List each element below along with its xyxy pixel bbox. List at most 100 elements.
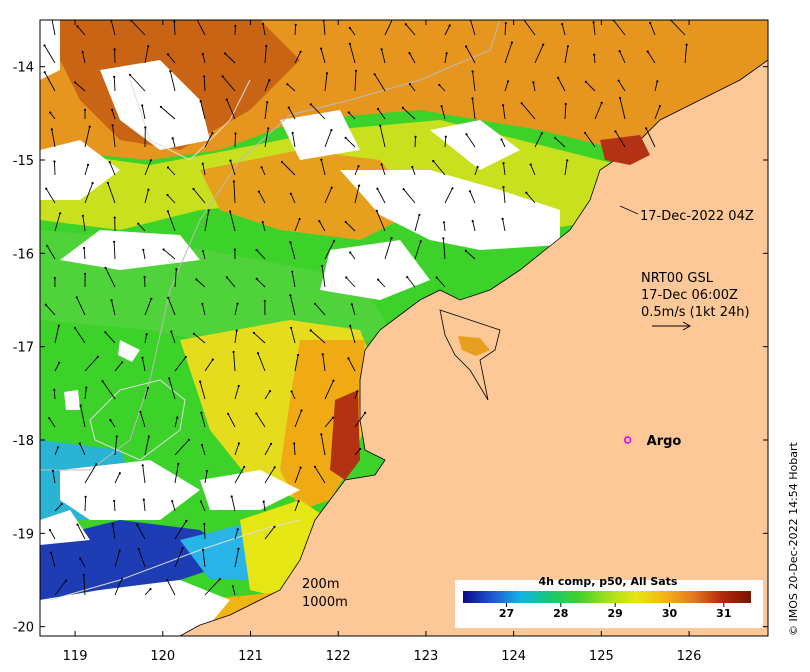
current-vector [102,380,116,400]
current-vector-head [561,23,564,26]
current-vector-head [471,70,474,73]
current-vector [82,215,86,232]
current-vector [444,53,448,64]
current-vector-head [510,41,513,44]
current-vector [323,20,326,36]
current-vector [54,580,67,596]
current-vector-head [230,495,233,498]
current-vector-head [476,165,479,169]
current-vector [403,188,416,204]
current-vector-head [268,79,271,82]
current-vector [289,242,296,260]
current-vector [174,269,177,288]
current-vector [52,470,56,484]
current-vector [534,133,543,148]
current-vector [354,70,357,92]
current-vector [49,529,56,540]
current-vector-head [111,108,114,111]
current-vector-head [502,186,505,189]
current-vector-head [584,80,587,83]
current-vector [472,220,476,232]
current-vector [112,523,116,540]
current-vector-head [286,83,289,86]
current-vector [349,325,356,344]
current-vector [112,125,116,148]
argo-label: Argo [647,434,682,449]
current-vector [142,249,146,260]
current-vector-head [232,180,235,183]
current-vector-head [44,303,47,306]
colorbar-tick-label: 31 [716,607,731,620]
current-vector-head [593,53,596,56]
current-vector-head [471,220,474,223]
current-vector-head [243,465,246,468]
sst-warm-peninsula [458,336,490,356]
current-vector [84,356,99,372]
current-vector-head [451,187,454,190]
current-vector-head [287,106,290,109]
current-vector-head [211,132,214,135]
current-vector [324,240,335,260]
current-vector [114,473,121,484]
current-vector-head [521,16,523,18]
current-vector [354,412,366,428]
current-vector [354,448,361,456]
current-vector-head [261,22,265,25]
current-vector-head [646,50,649,53]
current-vector [53,389,56,400]
current-vector-head [142,498,145,501]
current-vector-head [233,248,236,251]
current-vector-head [149,588,152,591]
current-vector [193,188,206,204]
current-vector-head [320,433,323,436]
current-vector-head [320,158,323,161]
current-vector [51,20,56,36]
current-vector [141,105,146,120]
current-vector-head [411,165,414,169]
current-vector [349,27,356,36]
current-vector [204,210,210,232]
current-vector-head [181,547,184,550]
current-vector [264,102,268,120]
current-vector-head [584,131,587,135]
current-vector-head [225,276,228,279]
current-vector-head [554,136,557,139]
current-vector-head [236,528,239,531]
current-vector [84,164,89,176]
current-vector-head [229,159,232,162]
current-vector-head [347,111,350,114]
current-vector [324,187,333,204]
current-vector-head [159,105,162,108]
current-vector-head [95,463,98,466]
current-vector-head [375,209,378,212]
current-vector [80,405,86,428]
current-vector-head [170,330,173,333]
current-vector-head [232,350,235,354]
current-vector-head [333,239,336,242]
current-vector [84,126,91,148]
current-vector [532,82,536,92]
current-vector-head [344,136,347,139]
current-vector [441,106,446,120]
current-vector-head [192,332,196,335]
current-vector-head [201,548,205,552]
current-vector [113,241,116,260]
current-vector-head [358,184,361,187]
current-vector [167,54,176,64]
current-vector-head [120,577,124,580]
current-vector-head [506,80,510,83]
current-vector-head [270,442,273,445]
current-vector [292,132,296,148]
current-vector-head [137,547,140,551]
contour-1000m-label: 1000m [302,595,348,610]
current-vector-head [255,412,258,415]
current-vector-head [280,160,284,164]
current-vector [54,447,59,456]
current-vector [290,327,296,344]
current-vector-head [91,182,94,185]
current-vector [345,221,356,232]
contour-200m [40,20,501,471]
current-vector [110,20,116,36]
colorbar-tick-label: 28 [553,607,568,620]
current-vector [174,356,187,372]
